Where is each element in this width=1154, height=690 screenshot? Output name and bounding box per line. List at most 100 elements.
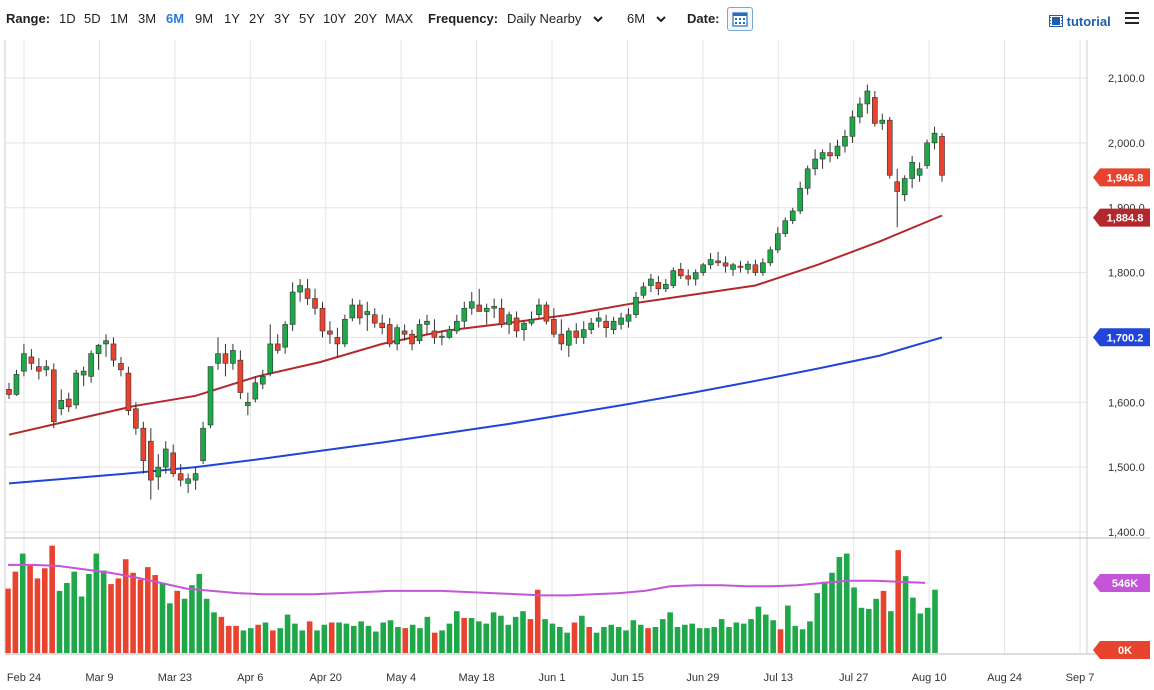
- candle-body: [215, 353, 221, 364]
- volume-bar: [932, 589, 938, 653]
- volume-bar: [130, 572, 136, 653]
- range-6m-button[interactable]: 6M: [166, 11, 185, 26]
- volume-average-tag: 546K: [1093, 573, 1150, 592]
- volume-bar: [78, 596, 85, 653]
- candle: [431, 319, 438, 344]
- candle: [648, 273, 654, 293]
- tutorial-link[interactable]: tutorial: [1049, 14, 1111, 29]
- volume-zero-tag: 0K: [1093, 641, 1150, 659]
- volume-bar: [336, 622, 342, 653]
- volume-bar: [19, 553, 26, 653]
- candle: [259, 369, 266, 390]
- sma50-tag-label: 1,884.8: [1107, 213, 1144, 225]
- volume-bar: [196, 573, 203, 653]
- range-max-button[interactable]: MAX: [385, 11, 414, 26]
- candle: [536, 298, 542, 318]
- volume-bar: [350, 625, 357, 653]
- candle-body: [401, 330, 408, 335]
- volume-bar: [306, 621, 313, 653]
- volume-bar: [100, 570, 107, 653]
- candle-body: [924, 142, 930, 166]
- candle-body: [386, 324, 393, 345]
- volume-bar: [549, 623, 556, 653]
- volume-bar: [829, 572, 835, 653]
- candle: [267, 324, 274, 377]
- candle: [760, 258, 766, 276]
- volume-bar: [483, 623, 490, 653]
- period-select[interactable]: 6M: [627, 11, 646, 26]
- candle: [185, 473, 191, 494]
- candle-body: [454, 320, 460, 332]
- volume-bar: [785, 605, 791, 653]
- chevron-down-icon[interactable]: [591, 12, 605, 26]
- range-10y-button[interactable]: 10Y: [323, 11, 347, 26]
- range-20y-button[interactable]: 20Y: [354, 11, 378, 26]
- volume-bar: [468, 617, 475, 653]
- volume-bar: [608, 624, 615, 653]
- candle: [894, 168, 901, 228]
- volume-bar: [534, 589, 541, 653]
- date-picker-button[interactable]: [727, 7, 753, 31]
- range-3y-button[interactable]: 3Y: [274, 11, 290, 26]
- price-tick-label: 2,000.0: [1108, 138, 1145, 150]
- candle-body: [36, 366, 42, 372]
- volume-bar: [579, 615, 585, 653]
- range-9m-button[interactable]: 9M: [195, 11, 214, 26]
- candle: [722, 256, 729, 273]
- range-1y-button[interactable]: 1Y: [224, 11, 240, 26]
- candle-body: [595, 317, 602, 322]
- candle: [909, 155, 915, 189]
- volume-bar: [910, 597, 916, 653]
- volume-bar: [888, 611, 894, 653]
- volume-bar: [755, 606, 762, 653]
- range-1m-button[interactable]: 1M: [110, 11, 129, 26]
- candle-body: [819, 152, 826, 160]
- candle: [140, 421, 147, 474]
- candle: [707, 253, 714, 270]
- candle-body: [43, 366, 50, 371]
- candle-body: [857, 103, 863, 118]
- candle-body: [939, 136, 945, 176]
- candle-body: [28, 356, 35, 364]
- candle-body: [916, 168, 923, 176]
- candle-body: [162, 448, 169, 468]
- candle: [401, 324, 408, 341]
- range-1d-button[interactable]: 1D: [59, 11, 76, 26]
- candle-body: [461, 307, 468, 322]
- candle: [603, 314, 609, 338]
- volume-bar: [64, 582, 70, 653]
- chevron-down-icon[interactable]: [654, 12, 668, 26]
- candle-body: [864, 90, 871, 105]
- candle: [812, 149, 818, 176]
- candle-body: [103, 340, 109, 345]
- candle-body: [327, 330, 333, 335]
- volume-bar: [807, 621, 813, 653]
- frequency-select[interactable]: Daily Nearby: [507, 11, 582, 26]
- date-tick-label: Mar 9: [85, 672, 113, 684]
- candle: [118, 356, 124, 377]
- candle-body: [21, 353, 27, 372]
- price-tick-label: 2,100.0: [1108, 73, 1145, 85]
- price-chart: 1,400.01,500.01,600.01,700.01,800.01,900…: [4, 40, 1150, 684]
- volume-bar: [704, 628, 710, 653]
- candle: [565, 327, 572, 357]
- volume-bar: [159, 582, 166, 653]
- price-tick-label: 1,800.0: [1108, 268, 1145, 280]
- candle-body: [715, 260, 721, 264]
- volume-bar: [645, 628, 651, 653]
- candle: [73, 369, 79, 409]
- candle-body: [483, 307, 490, 312]
- range-5y-button[interactable]: 5Y: [299, 11, 315, 26]
- date-tick-label: May 4: [386, 672, 416, 684]
- candle: [588, 317, 594, 335]
- candle: [745, 260, 751, 274]
- menu-icon[interactable]: [1125, 12, 1139, 26]
- range-5d-button[interactable]: 5D: [84, 11, 101, 26]
- date-tick-label: Jul 13: [764, 672, 793, 684]
- range-2y-button[interactable]: 2Y: [249, 11, 265, 26]
- candle-body: [648, 278, 654, 286]
- candle-body: [670, 270, 677, 286]
- volume-bar: [630, 620, 637, 653]
- range-3m-button[interactable]: 3M: [138, 11, 157, 26]
- volume-bar: [718, 619, 725, 653]
